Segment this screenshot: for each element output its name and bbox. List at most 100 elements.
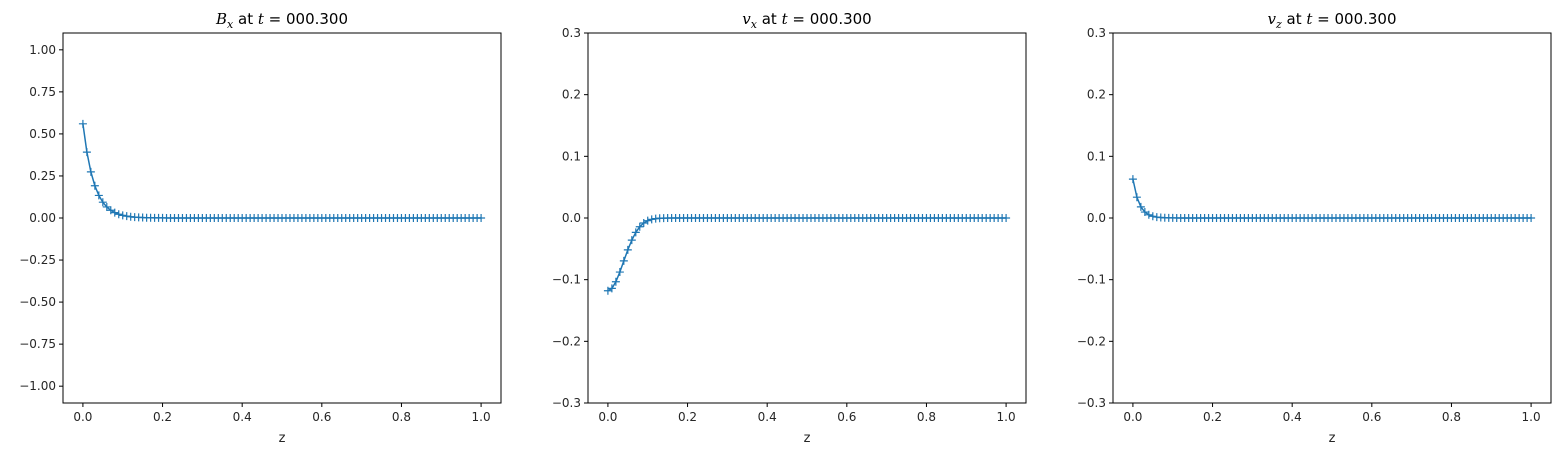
- plus-marker: [627, 236, 636, 245]
- subplot-3: 0.0 0.2 0.4 0.6 0.8 1.0 −0.3 −0.2 −0.1 0.0 0.1 0.2 0…: [1077, 10, 1552, 446]
- series-markers: [603, 214, 1011, 295]
- plus-marker: [1002, 214, 1011, 222]
- x-axis-label: z: [279, 431, 286, 446]
- y-tick-label: 0.2: [1087, 88, 1106, 102]
- y-tick-label: −0.50: [19, 295, 56, 309]
- x-tick-label: 0.2: [153, 410, 172, 424]
- y-tick-label: 0.00: [29, 211, 56, 225]
- y-tick-label: 0.3: [562, 26, 581, 40]
- title-part: = 000.300: [1312, 10, 1396, 28]
- plus-marker: [607, 284, 616, 293]
- plus-marker: [647, 215, 656, 224]
- y-tick-label: −0.1: [1077, 273, 1106, 287]
- plus-marker: [615, 268, 624, 277]
- plus-marker: [110, 208, 119, 217]
- title-part: = 000.300: [264, 10, 348, 28]
- title-part: v: [1267, 10, 1276, 28]
- x-tick-label: 0.4: [233, 410, 252, 424]
- series-line: [607, 217, 1007, 292]
- title-part: at: [233, 10, 258, 28]
- plus-marker: [1144, 210, 1153, 219]
- x-tick-label: 1.0: [997, 410, 1016, 424]
- title-part: t: [1306, 10, 1313, 28]
- y-tick-label: 0.2: [562, 88, 581, 102]
- y-tick-label: −0.2: [1077, 334, 1106, 348]
- x-tick-label: 0.0: [1123, 410, 1142, 424]
- title-part: t: [782, 10, 789, 28]
- plus-marker: [635, 222, 644, 231]
- y-tick-label: 1.00: [29, 43, 56, 57]
- y-tick-label: 0.25: [29, 169, 56, 183]
- x-tick-label: 0.2: [1203, 410, 1222, 424]
- series-markers: [78, 119, 486, 222]
- title-part: z: [1275, 18, 1282, 31]
- plus-marker: [643, 216, 652, 225]
- y-tick-label: −0.75: [19, 337, 56, 351]
- x-tick-label: 1.0: [472, 410, 491, 424]
- title-part: v: [742, 10, 751, 28]
- y-tick-label: −0.1: [552, 273, 581, 287]
- x-tick-label: 0.0: [598, 410, 617, 424]
- x-tick-label: 0.8: [392, 410, 411, 424]
- x-axis-label: z: [1329, 431, 1336, 446]
- series-line: [82, 123, 482, 219]
- y-tick-label: 0.1: [562, 149, 581, 163]
- title-part: at: [757, 10, 782, 28]
- series-markers: [1128, 175, 1536, 222]
- plus-marker: [619, 256, 628, 265]
- y-tick-label: 0.75: [29, 85, 56, 99]
- plus-marker: [1132, 193, 1141, 202]
- subplot-2: 0.0 0.2 0.4 0.6 0.8 1.0 −0.3 −0.2 −0.1 0.0 0.1 0.2 0…: [552, 10, 1027, 446]
- plus-marker: [90, 181, 99, 190]
- title-part: = 000.300: [788, 10, 872, 28]
- y-tick-label: −1.00: [19, 379, 56, 393]
- y-tick-label: 0.50: [29, 127, 56, 141]
- plus-marker: [1136, 202, 1145, 211]
- plus-marker: [631, 228, 640, 237]
- y-tick-label: −0.25: [19, 253, 56, 267]
- x-axis-label: z: [804, 431, 811, 446]
- x-tick-label: 0.0: [73, 410, 92, 424]
- title-part: t: [258, 10, 265, 28]
- y-tick-label: 0.3: [1087, 26, 1106, 40]
- plus-marker: [1128, 175, 1137, 184]
- title-part: x: [227, 18, 234, 31]
- y-tick-label: 0.0: [562, 211, 581, 225]
- chart-title: vz at t = 000.300: [1267, 10, 1396, 31]
- plus-marker: [623, 245, 632, 254]
- plus-marker: [82, 148, 91, 157]
- plus-marker: [1527, 214, 1536, 222]
- chart-title: Bx at t = 000.300: [215, 10, 348, 31]
- plus-marker: [98, 198, 107, 207]
- y-tick-label: 0.0: [1087, 211, 1106, 225]
- plus-marker: [78, 119, 87, 128]
- series-line: [1132, 178, 1532, 219]
- x-tick-label: 0.6: [837, 410, 856, 424]
- x-tick-label: 0.8: [1442, 410, 1461, 424]
- y-tick-label: 0.1: [1087, 149, 1106, 163]
- plus-marker: [102, 202, 111, 211]
- title-part: x: [751, 18, 758, 31]
- x-tick-label: 0.4: [758, 410, 777, 424]
- plus-marker: [86, 167, 95, 176]
- y-tick-label: −0.3: [552, 396, 581, 410]
- plus-marker: [1148, 212, 1157, 221]
- x-tick-label: 0.4: [1283, 410, 1302, 424]
- x-tick-label: 0.6: [312, 410, 331, 424]
- x-tick-label: 0.2: [678, 410, 697, 424]
- x-tick-label: 0.8: [917, 410, 936, 424]
- title-part: at: [1282, 10, 1307, 28]
- x-tick-label: 0.6: [1362, 410, 1381, 424]
- plus-marker: [477, 214, 486, 222]
- plus-marker: [114, 210, 123, 219]
- x-tick-label: 1.0: [1522, 410, 1541, 424]
- y-tick-label: −0.2: [552, 334, 581, 348]
- plus-marker: [94, 191, 103, 200]
- chart-title: vx at t = 000.300: [742, 10, 871, 31]
- plus-marker: [611, 277, 620, 286]
- subplot-1: 0.0 0.2 0.4 0.6 0.8 1.0 −1.00 −0.75 −0.50 −0.25 0.…: [19, 10, 502, 446]
- title-part: B: [215, 10, 227, 28]
- plus-marker: [118, 211, 127, 220]
- y-tick-label: −0.3: [1077, 396, 1106, 410]
